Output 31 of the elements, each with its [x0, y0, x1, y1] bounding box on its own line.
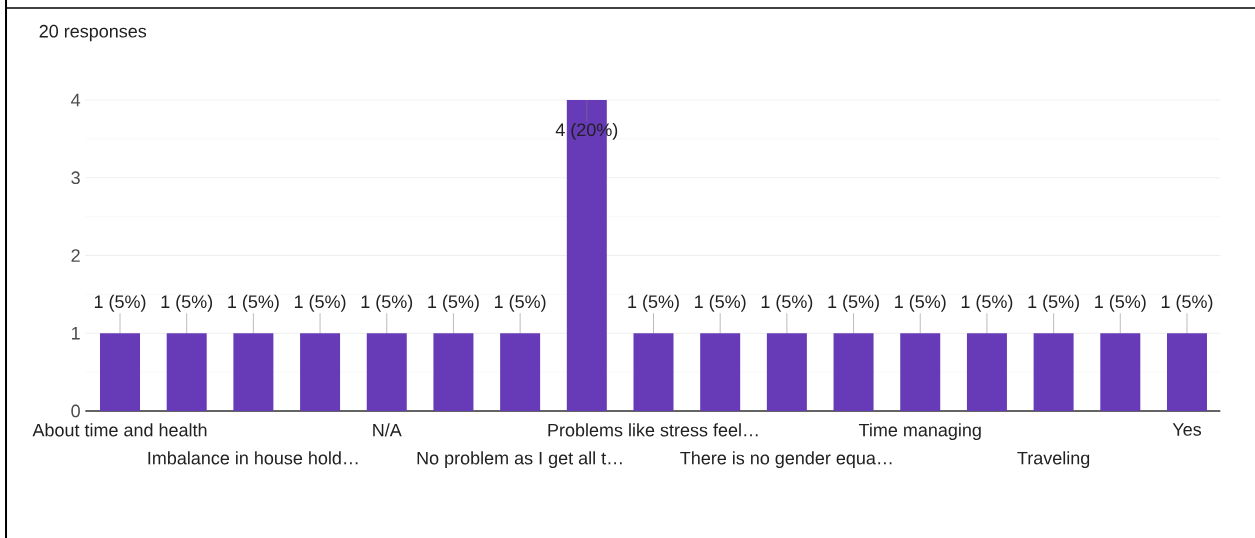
y-tick-label: 1 [72, 327, 80, 340]
data-label: 1 (5%) [695, 294, 746, 312]
data-label: 1 (5%) [228, 294, 279, 312]
x-tick-label: Time managing [858, 423, 981, 441]
data-label: 1 (5%) [1028, 294, 1079, 312]
x-tick-label: Imbalance in house hold… [148, 451, 358, 465]
x-tick-label: No problem as I get all t… [417, 451, 622, 469]
data-label: 1 (5%) [294, 294, 346, 312]
data-label: 1 (5%) [495, 294, 546, 312]
chart-subtitle: 20 responses [39, 24, 147, 42]
y-tick-label: 3 [71, 171, 80, 185]
data-label: 1 (5%) [1095, 294, 1146, 312]
data-label: 1 (5%) [961, 294, 1013, 312]
data-label: 1 (5%) [161, 294, 213, 312]
y-tick-label: 0 [71, 404, 80, 418]
x-tick-label: There is no gender equa… [680, 451, 892, 469]
y-tick-label: 4 [71, 93, 81, 107]
data-label: 1 (5%) [428, 294, 479, 312]
x-tick-label: Traveling [1017, 451, 1090, 469]
x-tick-label: N/A [373, 423, 402, 437]
data-label: 1 (5%) [895, 294, 946, 312]
x-tick-label: About time and health [32, 423, 207, 437]
data-label: 1 (5%) [1161, 294, 1213, 312]
data-label: 1 (5%) [361, 294, 413, 312]
data-label: 1 (5%) [761, 294, 813, 312]
x-tick-label: Problems like stress feel… [548, 423, 758, 437]
y-tick-label: 2 [71, 249, 80, 262]
data-label: 1 (5%) [828, 294, 879, 312]
x-tick-label: Yes [1172, 423, 1202, 436]
data-label: 1 (5%) [94, 294, 146, 312]
data-label: 1 (5%) [628, 294, 679, 312]
